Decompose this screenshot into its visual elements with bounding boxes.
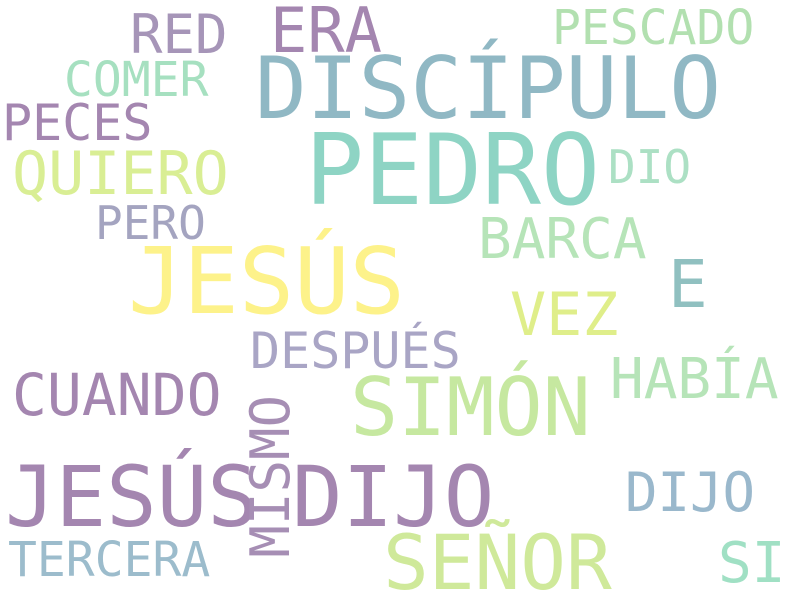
word-jesus-lower: JESÚS — [5, 448, 258, 546]
word-habia: HABÍA — [610, 347, 779, 412]
word-quiero: QUIERO — [12, 139, 229, 209]
word-comer: COMER — [64, 52, 209, 108]
word-dijo-large: DIJO — [292, 448, 495, 546]
word-dijo-small: DIJO — [625, 461, 756, 524]
word-pedro: PEDRO — [305, 114, 601, 228]
word-pescado: PESCADO — [552, 0, 755, 56]
word-despues: DESPUÉS — [250, 322, 461, 380]
word-vez: VEZ — [510, 280, 619, 350]
word-peces: PECES — [2, 94, 153, 152]
word-barca: BARCA — [478, 207, 647, 272]
word-simon: SIMÓN — [350, 361, 591, 454]
word-cuando: CUANDO — [12, 361, 222, 429]
word-discipulo: DISCÍPULO — [255, 39, 721, 139]
word-mismo: MISMO — [239, 395, 302, 558]
word-pero: PERO — [95, 196, 206, 250]
word-red: RED — [130, 3, 228, 66]
word-senor: SEÑOR — [383, 518, 612, 600]
word-tercera: TERCERA — [8, 532, 211, 588]
word-e: E — [668, 246, 708, 323]
word-si: SI — [718, 531, 786, 596]
word-jesus-large: JESÚS — [128, 228, 405, 335]
word-dio: DIO — [608, 140, 692, 194]
word-era: ERA — [270, 0, 382, 67]
